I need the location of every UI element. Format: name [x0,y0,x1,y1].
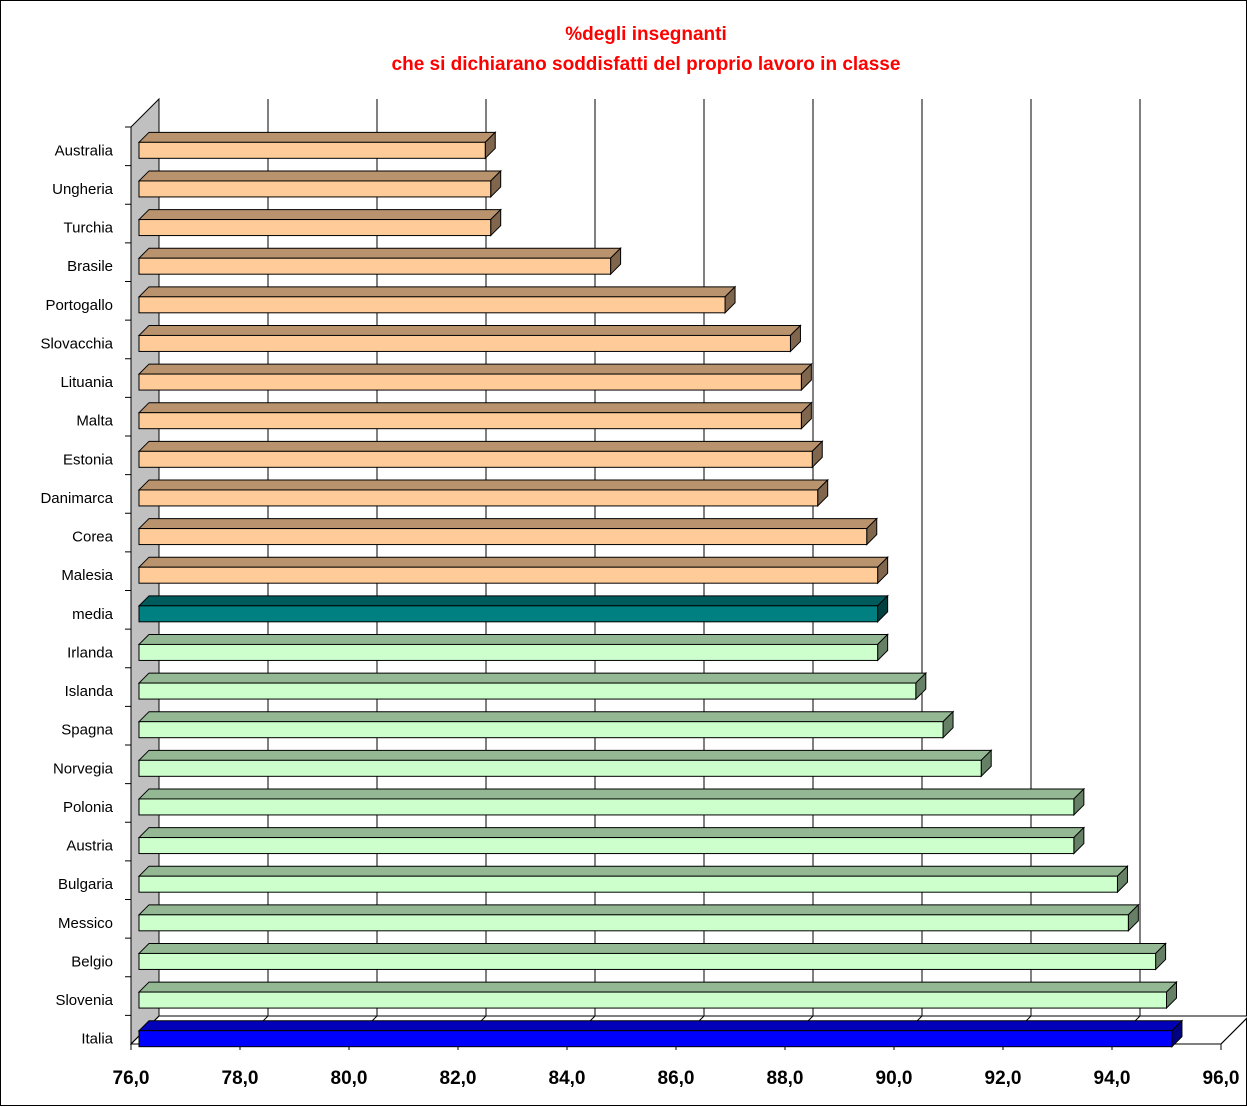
bar [138,180,492,198]
x-tick-label: 90,0 [876,1068,913,1089]
bar-top [137,518,878,530]
x-tick-label: 96,0 [1203,1068,1240,1089]
bar [138,528,868,546]
x-tick-label: 76,0 [113,1068,150,1089]
bar-top [137,904,1140,916]
bar [138,643,879,661]
category-label: Spagna [61,722,113,739]
bar-top [137,711,955,723]
bar [138,412,802,430]
category-label: Malta [76,413,113,430]
bar-top [137,595,889,607]
bar-top [137,247,622,259]
category-label: Irlanda [67,644,114,661]
bar [138,759,982,777]
floor-gridline [1220,1017,1247,1045]
category-label: Malesia [61,567,113,584]
category-label: Brasile [67,258,113,275]
bar-top [137,1020,1184,1032]
bar-top [137,749,993,761]
category-label: Polonia [63,799,114,816]
bar-top [137,402,813,414]
bar [138,334,791,352]
x-tick-label: 92,0 [985,1068,1022,1089]
chart-title-line-2: che si dichiarano soddisfatti del propri… [392,54,901,75]
category-label: Messico [58,915,113,932]
x-tick-label: 86,0 [658,1068,695,1089]
category-label: Islanda [65,683,114,700]
bar [138,991,1167,1009]
bar-top [137,633,889,645]
bar [138,450,813,468]
bar [138,682,917,700]
bar [138,219,492,237]
category-label: Slovenia [55,992,113,1009]
category-label: Slovacchia [40,335,113,352]
category-label: Portogallo [45,297,113,314]
bar-top [137,170,502,182]
x-tick-label: 78,0 [222,1068,259,1089]
category-label: Corea [72,529,114,546]
category-label: Belgio [71,953,113,970]
bar [138,798,1075,816]
bar [138,605,879,623]
plot-area: 76,0 78,0 80,0 82,0 84,0 86,0 88,0 90,0 92,0 94,0… [40,97,1247,1089]
bar-top [137,942,1167,954]
category-label: Turchia [64,220,114,237]
category-label: Australia [55,142,114,159]
bar-top [137,865,1129,877]
x-tick-label: 94,0 [1094,1068,1131,1089]
bar-top [137,981,1178,993]
bar [138,875,1118,893]
category-label: Ungheria [52,181,114,198]
chart-title-line-1: %degli insegnanti [565,24,727,45]
category-label: Bulgaria [58,876,114,893]
category-label: Danimarca [40,490,113,507]
category-label: Austria [66,838,113,855]
bar-top [137,827,1086,839]
bar [138,1030,1173,1048]
x-tick-label: 82,0 [440,1068,477,1089]
bar [138,141,486,159]
bar-top [137,209,502,221]
x-tick-label: 80,0 [331,1068,368,1089]
bar-top [137,788,1086,800]
bar-top [137,672,928,684]
x-tick-label: 88,0 [767,1068,804,1089]
bar-top [137,556,889,568]
bar-top [137,479,829,491]
bar-top [137,324,802,336]
bar [138,373,802,391]
bar [138,296,726,314]
bar [138,489,819,507]
bar [138,257,612,275]
category-label: Lituania [60,374,113,391]
bar-top [137,131,497,143]
bar-top [137,440,824,452]
bar [138,952,1157,970]
category-label: media [72,606,114,623]
bar [138,721,944,739]
x-tick-label: 84,0 [549,1068,586,1089]
category-label: Italia [81,1031,113,1048]
bar [138,837,1075,855]
bar [138,914,1129,932]
bar [138,566,879,584]
bar-top [137,363,813,375]
category-label: Norvegia [53,760,114,777]
category-label: Estonia [63,451,114,468]
bar-top [137,286,737,298]
